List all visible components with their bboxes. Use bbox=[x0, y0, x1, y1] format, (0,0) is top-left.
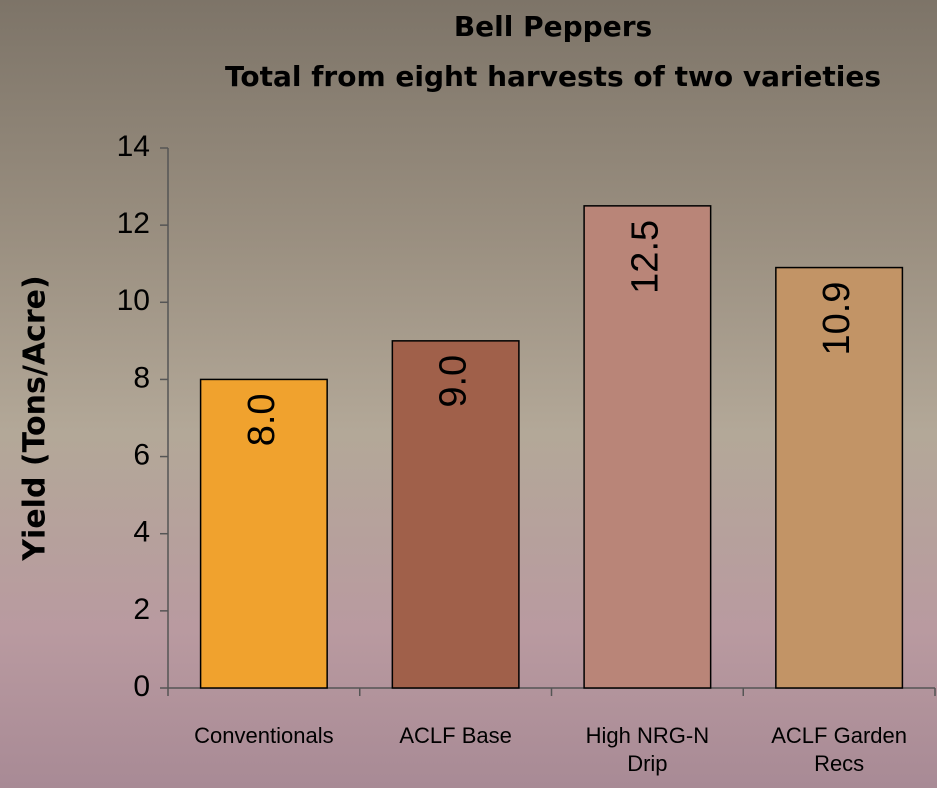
y-axis-label: Yield (Tons/Acre) bbox=[18, 275, 53, 561]
chart-subtitle: Total from eight harvests of two varieti… bbox=[225, 60, 881, 93]
chart: Bell Peppers Total from eight harvests o… bbox=[0, 0, 937, 788]
x-tick-label: Conventionals bbox=[179, 722, 349, 750]
value-label: 8.0 bbox=[241, 393, 283, 446]
y-tick-label: 14 bbox=[117, 130, 150, 163]
y-tick-label: 0 bbox=[133, 670, 150, 703]
x-tick-label: ACLF Base bbox=[371, 722, 541, 750]
value-label: 10.9 bbox=[816, 282, 858, 356]
y-tick-label: 12 bbox=[117, 207, 150, 240]
x-tick-label: ACLF Garden Recs bbox=[754, 722, 924, 778]
y-tick-label: 4 bbox=[133, 516, 150, 549]
y-tick-label: 6 bbox=[133, 438, 150, 471]
chart-title: Bell Peppers bbox=[454, 10, 652, 43]
x-tick-label: High NRG-N Drip bbox=[562, 722, 732, 778]
y-tick-label: 2 bbox=[133, 593, 150, 626]
y-tick-label: 8 bbox=[133, 361, 150, 394]
y-tick-label: 10 bbox=[117, 284, 150, 317]
value-label: 9.0 bbox=[433, 355, 475, 408]
page: Bell Peppers Total from eight harvests o… bbox=[0, 0, 937, 788]
value-label: 12.5 bbox=[624, 220, 666, 294]
